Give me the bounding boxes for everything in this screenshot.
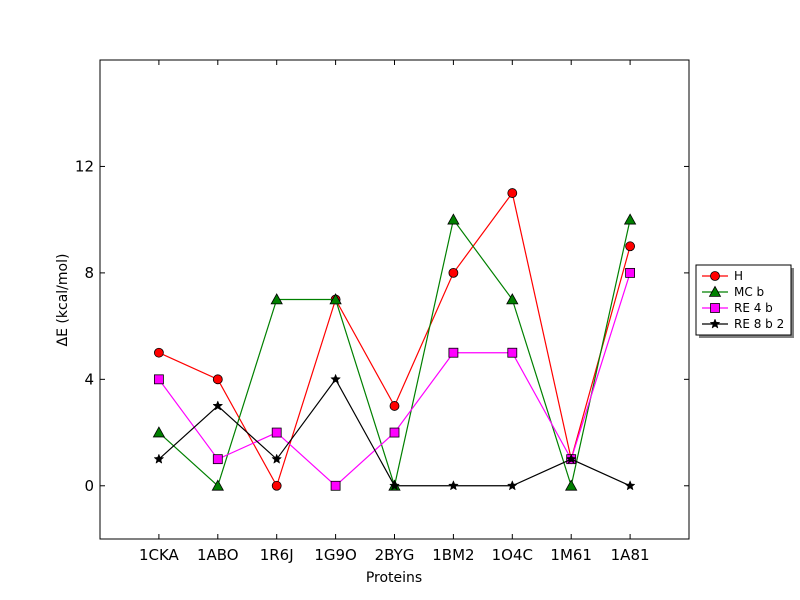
plot-frame (99, 59, 690, 540)
data-point (448, 267, 459, 278)
legend-marker (708, 285, 722, 297)
x-tick-label: 1A81 (611, 546, 650, 564)
data-point (212, 454, 223, 465)
series-re-8-b-2 (153, 373, 636, 491)
data-point (212, 400, 224, 411)
data-point (152, 426, 166, 438)
data-point (270, 293, 283, 305)
y-tick-label: 12 (75, 157, 94, 175)
data-point (565, 453, 577, 464)
legend-marker (709, 318, 721, 329)
data-point (448, 480, 459, 491)
data-point (153, 347, 164, 358)
data-point (506, 480, 518, 491)
legend: H MC b RE 4 b RE 8 b 2 (695, 264, 794, 338)
x-tick-label: 1ABO (197, 546, 239, 564)
legend-marker (710, 271, 720, 281)
data-point (389, 427, 400, 438)
data-point (507, 347, 518, 358)
data-point (623, 213, 637, 225)
x-axis-label: Proteins (366, 570, 422, 586)
data-point (271, 480, 282, 491)
data-point (389, 401, 400, 411)
data-point (625, 241, 635, 252)
data-point (153, 453, 165, 464)
legend-label: H (734, 269, 743, 283)
x-tick-label: 1R6J (260, 546, 294, 564)
data-point (211, 479, 224, 491)
x-tick-label: 2BYG (375, 546, 415, 564)
y-tick-label: 8 (84, 264, 94, 282)
data-point (389, 480, 400, 491)
x-tick-label: 1M61 (550, 546, 592, 564)
legend-label: RE 4 b (734, 301, 773, 315)
x-tick-label: 1BM2 (432, 546, 474, 564)
y-tick-label: 4 (84, 370, 94, 388)
data-point (448, 347, 459, 358)
legend-items: H MC b RE 4 b RE 8 b 2 (702, 269, 784, 331)
legend-label: MC b (734, 285, 764, 299)
x-tick-label: 1G9O (314, 546, 357, 564)
data-point (507, 188, 518, 198)
data-point (625, 267, 635, 278)
series-re-4-b (153, 267, 635, 491)
y-tick-label: 0 (84, 477, 94, 495)
data-point (271, 427, 282, 438)
x-tick-label: 1CKA (139, 546, 180, 564)
data-point (212, 374, 223, 385)
data-point (153, 374, 164, 385)
data-point (330, 480, 341, 491)
series-h (153, 188, 635, 491)
data-point (565, 479, 578, 491)
data-point (329, 293, 342, 305)
data-point (624, 480, 636, 491)
data-point (506, 293, 519, 305)
legend-label: RE 8 b 2 (734, 317, 784, 331)
data-point (330, 373, 341, 384)
y-axis-label: ΔE (kcal/mol) (55, 254, 71, 347)
y-axis-ticks: 0 4 8 12 (75, 157, 689, 495)
data-point (271, 453, 283, 464)
data-point (447, 213, 460, 225)
x-axis-ticks: 1CKA 1ABO 1R6J 1G9O 2BYG 1BM2 1O4C 1M61 1A81 (139, 60, 650, 564)
series-layer (152, 188, 637, 491)
x-tick-label: 1O4C (492, 546, 533, 564)
legend-marker (710, 303, 720, 313)
